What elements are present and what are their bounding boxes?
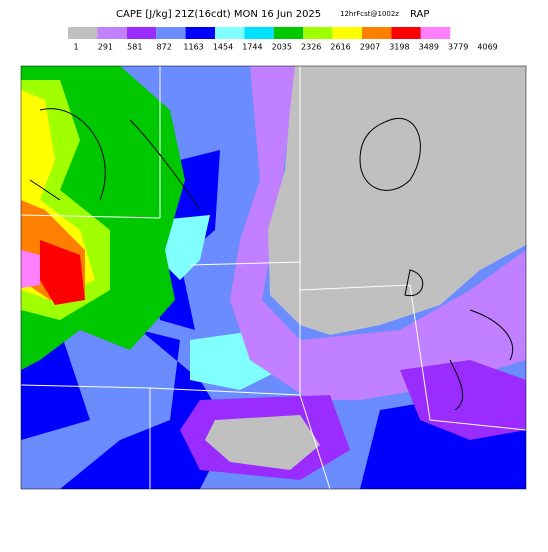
region-blue bbox=[21, 300, 526, 489]
colorbar-label: 4069 bbox=[477, 43, 497, 52]
boundaries bbox=[20, 66, 527, 490]
colorbar-label: 3198 bbox=[389, 43, 409, 52]
colorbar-label: 2907 bbox=[360, 43, 380, 52]
title: CAPE [J/kg] 21Z(16cdt) MON 16 Jun 2025 bbox=[116, 9, 321, 20]
colorbar-label: 2326 bbox=[301, 43, 321, 52]
region-gray bbox=[205, 415, 320, 470]
model-label: RAP bbox=[410, 9, 429, 20]
forecast-label: 12hrFcst@1002z bbox=[340, 10, 399, 18]
colorbar-label: 2616 bbox=[330, 43, 350, 52]
colorbar-swatch bbox=[332, 27, 362, 39]
colorbar-swatch bbox=[273, 27, 304, 39]
colorbar-swatch bbox=[303, 27, 333, 39]
colorbar-label: 581 bbox=[127, 43, 142, 52]
colorbar-label: 1454 bbox=[213, 43, 233, 52]
colorbar-swatch bbox=[68, 27, 98, 39]
colorbar-swatch bbox=[126, 27, 157, 39]
colorbar-label: 1 bbox=[73, 43, 78, 52]
map bbox=[20, 65, 527, 490]
colorbar-swatch bbox=[391, 27, 421, 39]
region-light-purple bbox=[230, 66, 526, 400]
region-red bbox=[40, 240, 85, 305]
colorbar-label: 1163 bbox=[183, 43, 203, 52]
colorbar-swatch bbox=[156, 27, 186, 39]
colorbar-swatch bbox=[244, 27, 274, 39]
colorbar-swatch bbox=[97, 27, 127, 39]
colorbar-swatch bbox=[215, 27, 245, 39]
colorbar-label: 872 bbox=[157, 43, 172, 52]
colorbar-label: 291 bbox=[98, 43, 113, 52]
colorbar-swatch bbox=[420, 27, 451, 39]
region-gray bbox=[268, 66, 526, 335]
colorbar-label: 3489 bbox=[419, 43, 439, 52]
colorbar-swatch bbox=[362, 27, 392, 39]
colorbar-label: 3779 bbox=[448, 43, 468, 52]
contours bbox=[29, 108, 514, 411]
region-pink bbox=[21, 250, 40, 288]
colorbar-label: 2035 bbox=[272, 43, 292, 52]
colorbar: 1 291 581 872 1163 1454 1744 2035 2326 2616 2907 31… bbox=[68, 27, 498, 52]
map-frame bbox=[20, 65, 527, 490]
colorbar-label: 1744 bbox=[242, 43, 262, 52]
colorbar-swatch bbox=[185, 27, 215, 39]
